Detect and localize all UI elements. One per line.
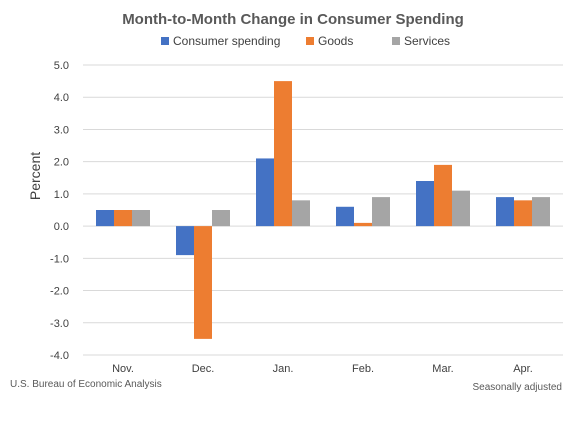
legend-swatch-2 (392, 37, 400, 45)
y-tick-label: -3.0 (50, 318, 69, 330)
bar-goods-1 (194, 226, 212, 339)
y-tick-label: 5.0 (54, 60, 69, 72)
bar-consumer-spending-5 (496, 197, 514, 227)
legend-swatch-0 (161, 37, 169, 45)
y-tick-label: 4.0 (54, 92, 69, 104)
x-tick-label: Nov. (112, 363, 134, 375)
bar-consumer-spending-3 (336, 206, 354, 227)
legend: Consumer spending Goods Services (161, 34, 450, 48)
bar-goods-0 (114, 210, 132, 227)
legend-label-2: Services (404, 34, 450, 48)
legend-label-1: Goods (318, 34, 353, 48)
bar-goods-2 (274, 81, 292, 227)
bar-goods-5 (514, 200, 532, 227)
y-tick-label: -2.0 (50, 286, 69, 298)
adjustment-note: Seasonally adjusted (472, 382, 562, 393)
bars (96, 81, 550, 339)
y-tick-label: -4.0 (50, 350, 69, 362)
gridlines (83, 64, 563, 356)
x-tick-label: Dec. (192, 363, 215, 375)
bar-consumer-spending-4 (416, 181, 434, 227)
y-axis-ticks: 5.0 4.0 3.0 2.0 1.0 0.0 -1.0 -2.0 -3.0 -4.0 (50, 60, 69, 362)
x-tick-label: Feb. (352, 363, 374, 375)
legend-label-0: Consumer spending (173, 34, 280, 48)
bar-goods-4 (434, 164, 452, 227)
y-tick-label: 1.0 (54, 189, 69, 201)
x-axis-ticks: Nov. Dec. Jan. Feb. Mar. Apr. (112, 363, 533, 375)
bar-consumer-spending-0 (96, 210, 114, 227)
source-note: U.S. Bureau of Economic Analysis (10, 379, 162, 390)
bar-consumer-spending-2 (256, 158, 274, 227)
y-tick-label: 3.0 (54, 124, 69, 136)
bar-services-3 (372, 197, 390, 227)
y-tick-label: 2.0 (54, 157, 69, 169)
bar-goods-3 (354, 222, 372, 227)
bar-services-1 (212, 210, 230, 227)
bar-services-4 (452, 190, 470, 227)
y-tick-label: -1.0 (50, 253, 69, 265)
bar-services-2 (292, 200, 310, 227)
x-tick-label: Apr. (513, 363, 533, 375)
bar-services-0 (132, 210, 150, 227)
chart-title: Month-to-Month Change in Consumer Spendi… (122, 11, 464, 28)
x-tick-label: Mar. (432, 363, 453, 375)
legend-swatch-1 (306, 37, 314, 45)
y-tick-label: 0.0 (54, 221, 69, 233)
bar-consumer-spending-1 (176, 226, 194, 256)
bar-services-5 (532, 197, 550, 227)
x-tick-label: Jan. (273, 363, 294, 375)
y-axis-title: Percent (27, 152, 43, 200)
